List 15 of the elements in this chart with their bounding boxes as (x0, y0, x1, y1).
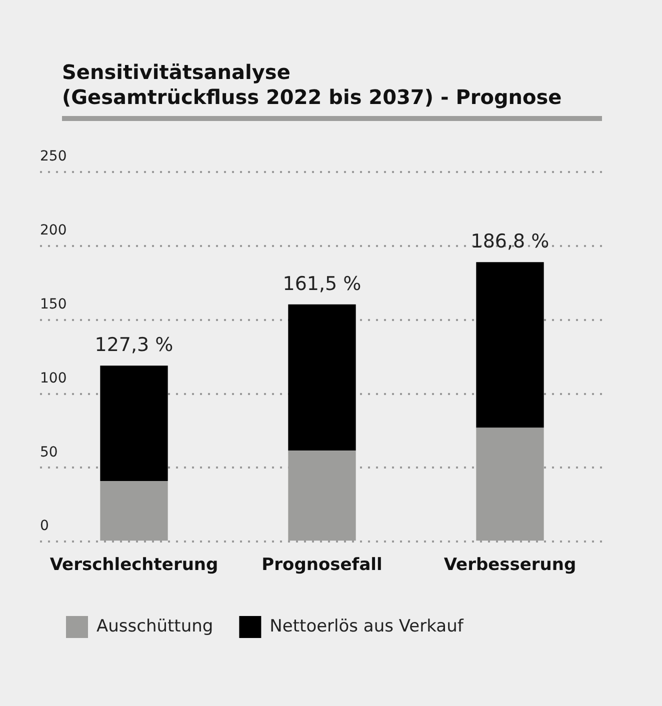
y-tick-label: 50 (40, 444, 58, 460)
legend-label: Ausschüttung (96, 616, 214, 636)
legend-label: Nettoerlös aus Verkauf (270, 616, 464, 636)
y-tick-label: 100 (40, 370, 67, 386)
x-tick-label: Verschlechterung (50, 555, 218, 576)
y-tick-label: 200 (40, 222, 67, 239)
annotation: 186,8 % (470, 230, 550, 253)
x-tick-label: Verbesserung (444, 555, 576, 576)
annotation: 161,5 % (282, 272, 362, 295)
y-tick-label: 0 (40, 518, 49, 534)
x-tick-label: Prognosefall (262, 555, 382, 576)
y-tick-label: 250 (40, 148, 67, 165)
chart-title: Sensitivitätsanalyse (Gesamtrückfluss 2022 bis 2037) - Prognose (62, 60, 602, 121)
y-tick-label: 150 (40, 296, 67, 312)
annotation: 127,3 % (94, 334, 174, 356)
